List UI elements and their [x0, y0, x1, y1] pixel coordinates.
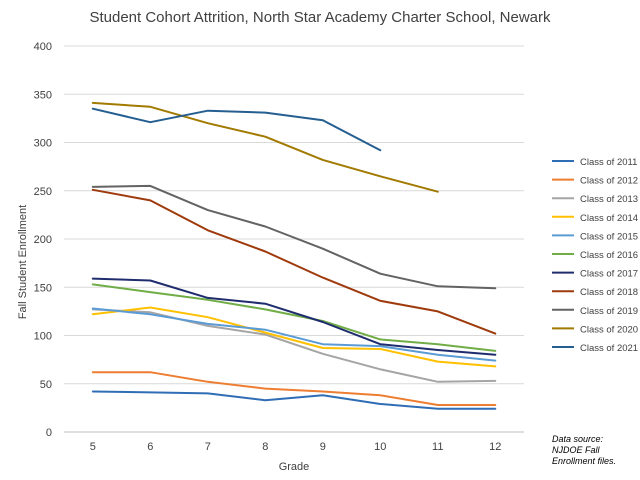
x-tick-label: 10 [374, 441, 386, 453]
y-tick-label: 200 [34, 234, 52, 246]
x-tick-label: 6 [147, 441, 153, 453]
legend-label: Class of 2020 [580, 324, 638, 335]
series-line-class-of-2012 [91, 371, 497, 406]
legend-label: Class of 2021 [580, 343, 638, 354]
x-axis-label: Grade [279, 461, 310, 473]
legend-item: Class of 2013 [552, 194, 638, 205]
y-tick-label: 0 [46, 427, 52, 439]
series-line-class-of-2019 [91, 184, 497, 290]
legend-label: Class of 2019 [580, 306, 638, 317]
gridlines [64, 45, 524, 433]
series-lines [91, 101, 497, 410]
x-tick-label: 7 [205, 441, 211, 453]
y-tick-label: 300 [34, 138, 52, 150]
legend: Class of 2011 Class of 2012 Class of 2013 C… [552, 157, 638, 354]
legend-label: Class of 2017 [580, 269, 638, 280]
legend-item: Class of 2017 [552, 269, 638, 280]
y-tick-label: 400 [34, 41, 52, 53]
legend-label: Class of 2013 [580, 194, 638, 205]
series-line-class-of-2014 [91, 306, 497, 368]
chart-title: Student Cohort Attrition, North Star Aca… [89, 9, 551, 26]
source-note: Data source: NJDOE Fall Enrollment files… [552, 434, 617, 466]
legend-item: Class of 2011 [552, 157, 637, 168]
legend-label: Class of 2016 [580, 250, 638, 261]
legend-item: Class of 2015 [552, 231, 638, 242]
series-line-class-of-2020 [91, 101, 439, 193]
y-tick-label: 50 [40, 379, 52, 391]
legend-item: Class of 2021 [552, 343, 638, 354]
series-line-class-of-2011 [91, 390, 497, 410]
y-tick-label: 250 [34, 186, 52, 198]
series-line-class-of-2018 [91, 188, 497, 335]
series-line-class-of-2013 [91, 308, 497, 383]
x-tick-label: 5 [90, 441, 96, 453]
legend-item: Class of 2016 [552, 250, 638, 261]
y-tick-label: 100 [34, 331, 52, 343]
series-line-class-of-2016 [91, 283, 497, 352]
legend-item: Class of 2018 [552, 287, 638, 298]
series-line-class-of-2017 [91, 277, 497, 356]
y-tick-label: 350 [34, 89, 52, 101]
legend-label: Class of 2014 [580, 213, 638, 224]
series-line-class-of-2021 [91, 107, 382, 152]
legend-item: Class of 2019 [552, 306, 638, 317]
legend-item: Class of 2012 [552, 176, 638, 187]
series-line-class-of-2015 [91, 307, 497, 362]
y-tick-label: 150 [34, 282, 52, 294]
legend-item: Class of 2020 [552, 324, 638, 335]
legend-label: Class of 2012 [580, 176, 638, 187]
x-axis-ticks: 5 6 7 8 9 10 11 12 [90, 441, 502, 453]
x-tick-label: 9 [320, 441, 326, 453]
legend-item: Class of 2014 [552, 213, 638, 224]
legend-label: Class of 2015 [580, 231, 638, 242]
x-tick-label: 12 [489, 441, 501, 453]
legend-label: Class of 2018 [580, 287, 638, 298]
legend-label: Class of 2011 [580, 157, 637, 168]
x-tick-label: 8 [262, 441, 268, 453]
y-axis-label: Fall Student Enrollment [17, 205, 29, 319]
x-tick-label: 11 [432, 441, 443, 453]
y-axis-ticks: 0 50 100 150 200 250 300 350 400 [34, 41, 52, 439]
